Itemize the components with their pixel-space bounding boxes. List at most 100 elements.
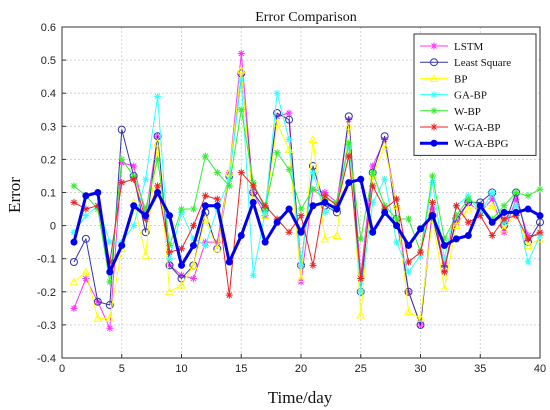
legend-item: GA-BP: [420, 90, 487, 102]
data-point: [345, 152, 353, 160]
y-tick-label: 0.6: [41, 22, 56, 34]
data-point: [429, 73, 439, 82]
data-point: [524, 205, 532, 213]
x-tick-label: 25: [355, 363, 367, 375]
data-point: [189, 205, 197, 213]
data-point: [201, 192, 209, 200]
data-point: [309, 202, 317, 210]
data-point: [213, 238, 221, 246]
data-point: [512, 208, 520, 216]
data-point: [524, 192, 532, 200]
series-bp: [69, 65, 545, 322]
x-axis-title: Time/day: [268, 388, 333, 407]
data-point: [105, 301, 114, 310]
data-point: [393, 215, 401, 223]
data-point: [536, 185, 544, 193]
data-point: [297, 261, 305, 269]
data-point: [428, 179, 436, 187]
data-point: [69, 277, 79, 286]
data-point: [105, 313, 115, 322]
data-point: [166, 241, 174, 249]
data-point: [308, 134, 318, 144]
data-point: [405, 268, 413, 276]
data-point: [297, 212, 305, 220]
data-point: [166, 212, 174, 220]
y-tick-label: 0.3: [41, 121, 56, 133]
data-point: [81, 267, 91, 276]
data-point: [213, 244, 222, 253]
data-point: [464, 232, 472, 240]
legend-label: BP: [454, 73, 467, 85]
data-point: [285, 205, 293, 213]
data-point: [70, 228, 78, 236]
data-point: [154, 182, 162, 190]
data-point: [476, 202, 484, 210]
data-point: [297, 205, 305, 213]
data-point: [523, 240, 533, 249]
data-point: [70, 182, 78, 190]
data-point: [285, 115, 294, 124]
legend-label: W-GA-BPG: [454, 138, 508, 150]
legend: LSTM Least Square BP GA-BP W-BP W-GA-BP W-GA-B…: [413, 33, 537, 156]
data-point: [237, 232, 245, 240]
data-point: [82, 192, 90, 200]
data-point: [297, 228, 305, 236]
data-point: [249, 271, 257, 279]
data-point: [357, 175, 365, 183]
data-point: [153, 138, 162, 147]
data-point: [70, 198, 78, 206]
y-tick-label: -0.2: [37, 287, 56, 299]
y-axis-title: Error: [5, 177, 24, 213]
data-point: [178, 245, 185, 253]
data-point: [321, 198, 329, 206]
data-point: [417, 248, 424, 256]
data-point: [82, 205, 90, 213]
data-point: [440, 241, 448, 249]
data-point: [296, 274, 306, 283]
legend-item: LSTM: [420, 41, 484, 53]
data-point: [344, 112, 353, 121]
y-tick-label: 0: [50, 221, 56, 233]
data-point: [369, 162, 377, 170]
data-point: [500, 208, 508, 216]
data-point: [141, 250, 150, 259]
data-point: [321, 208, 329, 216]
y-tick-label: -0.3: [37, 320, 56, 332]
data-point: [106, 268, 114, 276]
data-point: [225, 182, 233, 190]
data-point: [201, 202, 209, 210]
data-point: [260, 211, 270, 220]
x-tick-label: 40: [534, 363, 546, 375]
data-point: [524, 235, 532, 243]
series-line: [73, 53, 540, 329]
data-point: [488, 189, 496, 196]
data-point: [430, 123, 438, 131]
data-point: [189, 235, 197, 243]
data-point: [165, 287, 174, 296]
data-point: [440, 235, 448, 243]
data-point: [369, 182, 377, 190]
data-point: [320, 234, 330, 243]
data-point: [273, 218, 281, 226]
data-point: [381, 208, 389, 216]
data-point: [357, 235, 365, 243]
data-point: [70, 304, 78, 312]
series-layer: [69, 49, 545, 332]
data-point: [430, 42, 438, 50]
data-point: [430, 58, 438, 67]
data-point: [393, 195, 401, 203]
data-point: [117, 125, 126, 134]
data-point: [417, 225, 424, 233]
data-point: [536, 212, 544, 220]
data-point: [440, 268, 448, 276]
data-point: [213, 202, 221, 210]
chart-title: Error Comparison: [255, 10, 356, 25]
series-w-bp: [70, 106, 544, 286]
data-point: [332, 230, 342, 240]
data-point: [428, 205, 436, 213]
data-point: [464, 218, 472, 226]
data-point: [404, 287, 413, 296]
data-point: [93, 297, 102, 306]
data-point: [381, 175, 389, 183]
data-point: [130, 175, 138, 183]
